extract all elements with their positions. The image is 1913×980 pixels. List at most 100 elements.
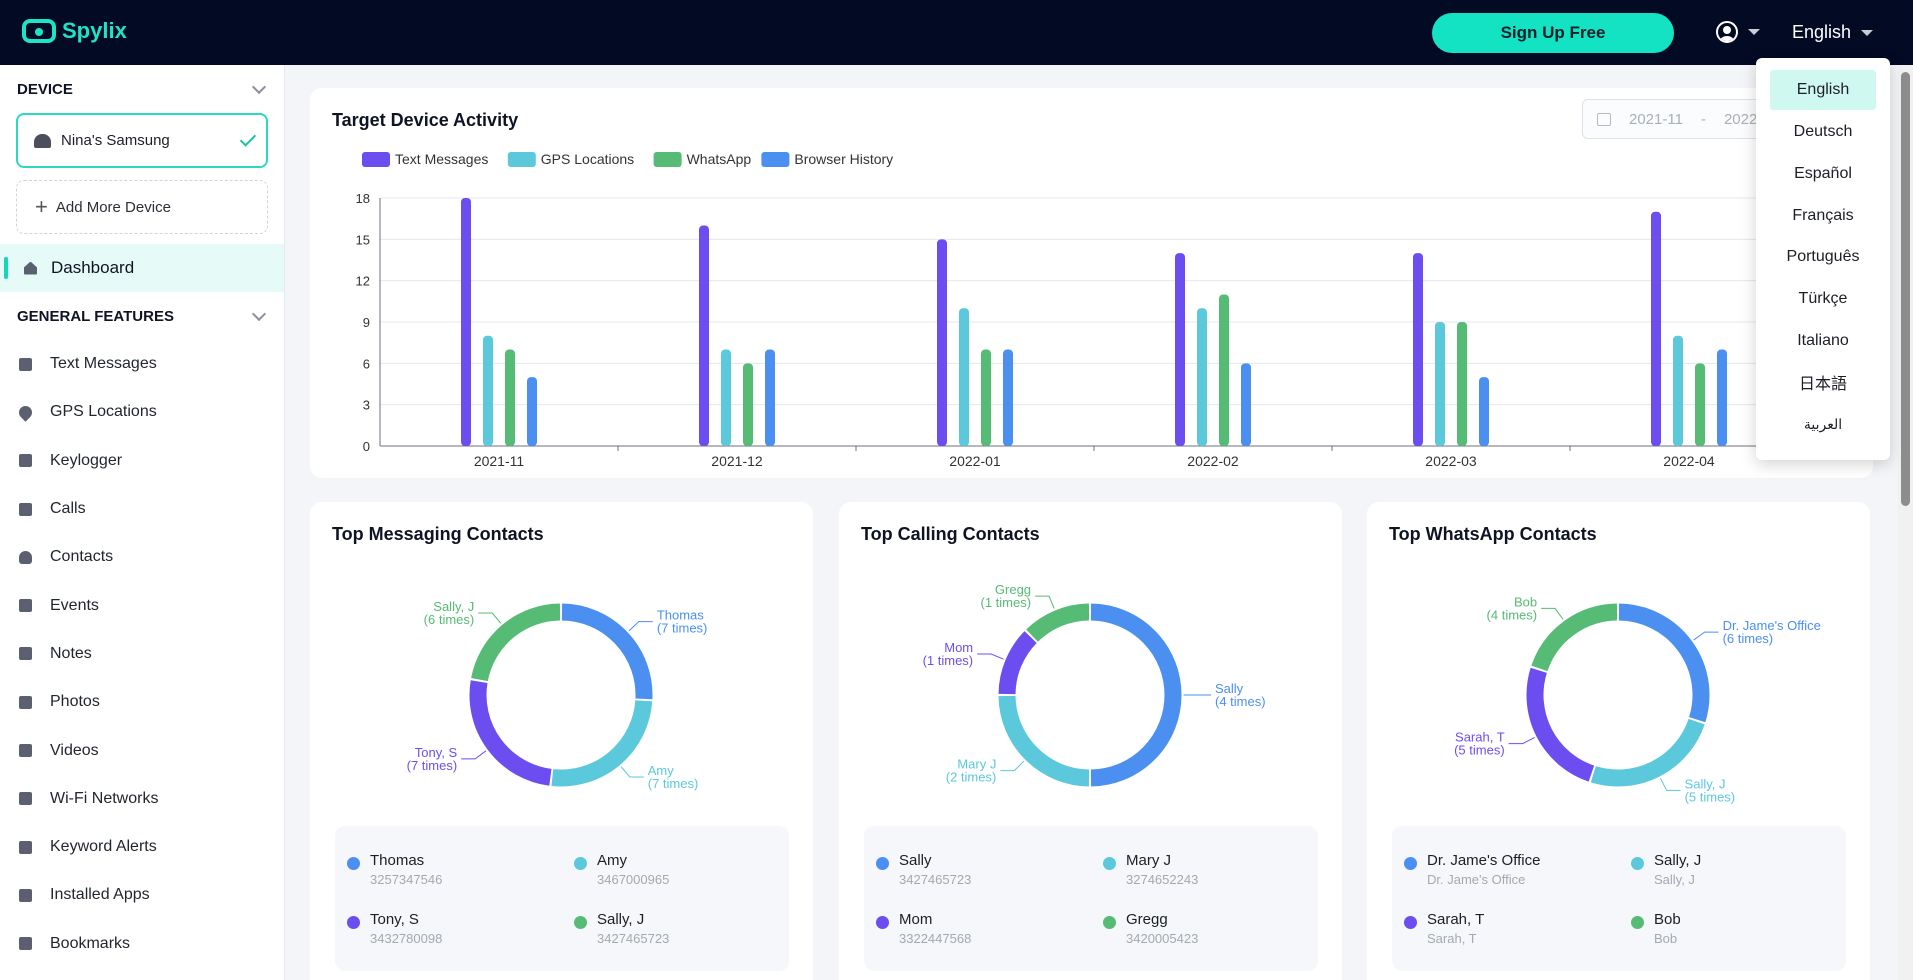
- contact-name: Mom: [899, 911, 933, 928]
- color-dot: [876, 916, 889, 929]
- language-option-francais[interactable]: Français: [1792, 207, 1854, 224]
- slice-value-label: (1 times): [980, 595, 1031, 610]
- sidebar-item-events[interactable]: Events: [0, 581, 284, 629]
- label-leader-line: [1000, 760, 1025, 772]
- slice-label: Mom: [944, 640, 973, 655]
- sidebar-item-installed-apps[interactable]: Installed Apps: [0, 871, 284, 919]
- label-leader-line: [620, 766, 644, 778]
- bar: [743, 363, 753, 446]
- language-option-deutsch[interactable]: Deutsch: [1793, 123, 1853, 140]
- donut-slice: [561, 603, 653, 700]
- contact-legend: Sally 3427465723 Mary J 3274652243 Mom 3322…: [864, 826, 1318, 971]
- grid-icon: [19, 888, 32, 902]
- slice-value-label: (2 times): [946, 770, 997, 785]
- y-tick-label: 15: [356, 232, 370, 247]
- activity-title: Target Device Activity: [332, 110, 519, 130]
- legend-label: Text Messages: [395, 151, 488, 167]
- color-dot: [574, 916, 587, 929]
- legend-swatch: [362, 152, 390, 167]
- sidebar: DEVICE Nina's Samsung + Add More Device …: [0, 65, 285, 980]
- y-tick-label: 18: [356, 191, 370, 206]
- sidebar-item-label: Text Messages: [50, 355, 157, 373]
- slice-value-label: (6 times): [1723, 631, 1774, 646]
- sidebar-item-dashboard[interactable]: Dashboard: [0, 244, 284, 292]
- bar: [1717, 349, 1727, 446]
- bookmark-icon: [19, 937, 32, 951]
- sidebar-item-wifi-networks[interactable]: Wi-Fi Networks: [0, 775, 284, 823]
- slice-label: Sally: [1215, 681, 1244, 696]
- language-option-japanese[interactable]: 日本語: [1798, 376, 1847, 393]
- bar: [765, 349, 775, 446]
- donut-slice: [1090, 603, 1182, 787]
- slice-label: Dr. Jame's Office: [1723, 618, 1821, 633]
- sidebar-item-keylogger[interactable]: Keylogger: [0, 437, 284, 485]
- add-device-button[interactable]: + Add More Device: [16, 180, 268, 234]
- sidebar-item-label: GPS Locations: [50, 403, 157, 421]
- account-menu[interactable]: [1716, 21, 1760, 43]
- pen-icon: [19, 647, 32, 661]
- color-dot: [1631, 916, 1644, 929]
- brand-name: Spylix: [62, 18, 127, 43]
- sidebar-item-photos[interactable]: Photos: [0, 678, 284, 726]
- sidebar-item-videos[interactable]: Videos: [0, 726, 284, 774]
- language-option-portugues[interactable]: Português: [1786, 248, 1860, 265]
- language-option-turkce[interactable]: Türkçe: [1798, 290, 1848, 307]
- language-option-italiano[interactable]: Italiano: [1797, 332, 1849, 349]
- sidebar-item-keyword-alerts[interactable]: Keyword Alerts: [0, 823, 284, 871]
- calling-contacts-card: Top Calling Contacts Sally (4 times) Mary …: [839, 502, 1342, 980]
- sidebar-item-label: Keyword Alerts: [50, 838, 157, 856]
- scrollbar-thumb[interactable]: [1901, 72, 1910, 506]
- sidebar-item-label: Events: [50, 596, 99, 614]
- donut-slice: [998, 631, 1037, 695]
- slice-value-label: (7 times): [648, 776, 699, 791]
- language-option-espanol[interactable]: Español: [1794, 165, 1852, 182]
- y-tick-label: 3: [363, 398, 370, 413]
- bar: [1219, 294, 1229, 446]
- language-selector[interactable]: English: [1792, 22, 1874, 43]
- x-tick-label: 2022-03: [1425, 453, 1477, 469]
- label-leader-line: [1693, 631, 1719, 641]
- device-card[interactable]: Nina's Samsung: [16, 113, 268, 168]
- contact-detail: 3427465723: [899, 872, 972, 887]
- contact-name: Sally, J: [597, 911, 645, 928]
- whatsapp-donut-chart: Dr. Jame's Office(6 times)Sally, J(5 tim…: [1454, 594, 1821, 804]
- device-section-header[interactable]: DEVICE: [0, 65, 284, 113]
- sidebar-item-notes[interactable]: Notes: [0, 630, 284, 678]
- contact-detail: 3467000965: [597, 872, 670, 887]
- bar: [1241, 363, 1251, 446]
- sidebar-item-calls[interactable]: Calls: [0, 485, 284, 533]
- x-tick-label: 2022-04: [1663, 453, 1715, 469]
- sidebar-item-label: Notes: [50, 644, 92, 662]
- add-device-label: Add More Device: [55, 198, 171, 216]
- sidebar-item-contacts[interactable]: Contacts: [0, 533, 284, 581]
- label-leader-line: [1660, 778, 1681, 791]
- color-dot: [1631, 857, 1644, 870]
- label-leader-line: [1035, 595, 1055, 609]
- bar: [721, 349, 731, 446]
- location-pin-icon: [16, 403, 35, 422]
- plus-icon: +: [35, 194, 48, 219]
- slice-label: Sally, J: [433, 599, 474, 614]
- x-tick-label: 2021-12: [711, 453, 763, 469]
- person-icon: [19, 550, 32, 564]
- features-section-header[interactable]: GENERAL FEATURES: [0, 292, 284, 340]
- language-option-english[interactable]: English: [1770, 70, 1876, 110]
- label-leader-line: [478, 612, 502, 624]
- slice-label: Thomas: [657, 608, 704, 623]
- video-icon: [19, 744, 32, 758]
- bar: [959, 308, 969, 446]
- sign-up-button[interactable]: Sign Up Free: [1432, 13, 1674, 53]
- activity-card: 0 3 6 9 12 15 18 2021-11 2021-12 2022-01 2022-02 20…: [310, 88, 1873, 478]
- logo[interactable]: Spylix: [22, 18, 127, 44]
- slice-label: Tony, S: [415, 745, 458, 760]
- sidebar-item-label: Wi-Fi Networks: [50, 789, 159, 807]
- contact-detail: 3257347546: [370, 872, 443, 887]
- bar: [1197, 308, 1207, 446]
- language-option-arabic[interactable]: العربية: [1803, 415, 1843, 432]
- bar: [1651, 211, 1661, 446]
- sidebar-item-gps-locations[interactable]: GPS Locations: [0, 388, 284, 436]
- sidebar-item-text-messages[interactable]: Text Messages: [0, 340, 284, 388]
- sidebar-item-bookmarks[interactable]: Bookmarks: [0, 920, 284, 968]
- donut-slice: [1526, 667, 1595, 782]
- legend-label: Browser History: [794, 151, 893, 167]
